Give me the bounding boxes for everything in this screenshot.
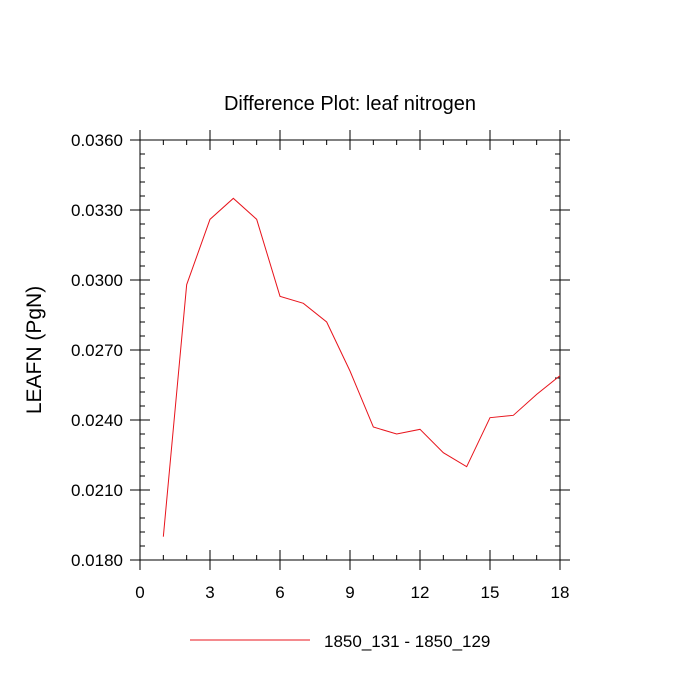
y-tick-label: 0.0270 bbox=[71, 341, 123, 360]
x-axis: 0 3 6 9 12 15 18 bbox=[135, 130, 569, 602]
legend: 1850_131 - 1850_129 bbox=[190, 632, 490, 651]
x-tick-label: 6 bbox=[275, 583, 284, 602]
y-axis-label: LEAFN (PgN) bbox=[23, 286, 46, 414]
y-tick-label: 0.0300 bbox=[71, 271, 123, 290]
y-tick-label: 0.0210 bbox=[71, 481, 123, 500]
x-tick-label: 12 bbox=[411, 583, 430, 602]
legend-label: 1850_131 - 1850_129 bbox=[324, 632, 490, 651]
plot-frame bbox=[139, 139, 561, 561]
x-tick-label: 3 bbox=[205, 583, 214, 602]
series-layer bbox=[162, 197, 561, 537]
chart-title: Difference Plot: leaf nitrogen bbox=[224, 93, 476, 115]
y-tick-label: 0.0180 bbox=[71, 551, 123, 570]
y-tick-label: 0.0240 bbox=[71, 411, 123, 430]
x-tick-label: 9 bbox=[345, 583, 354, 602]
y-tick-label: 0.0360 bbox=[71, 131, 123, 150]
x-tick-label: 0 bbox=[135, 583, 144, 602]
series-line bbox=[162, 197, 561, 537]
y-axis: 0.0180 0.0210 0.0240 0.0270 0.0300 0.0330 0.03… bbox=[71, 131, 570, 570]
y-tick-label: 0.0330 bbox=[71, 201, 123, 220]
x-tick-label: 15 bbox=[481, 583, 500, 602]
x-tick-label: 18 bbox=[551, 583, 570, 602]
